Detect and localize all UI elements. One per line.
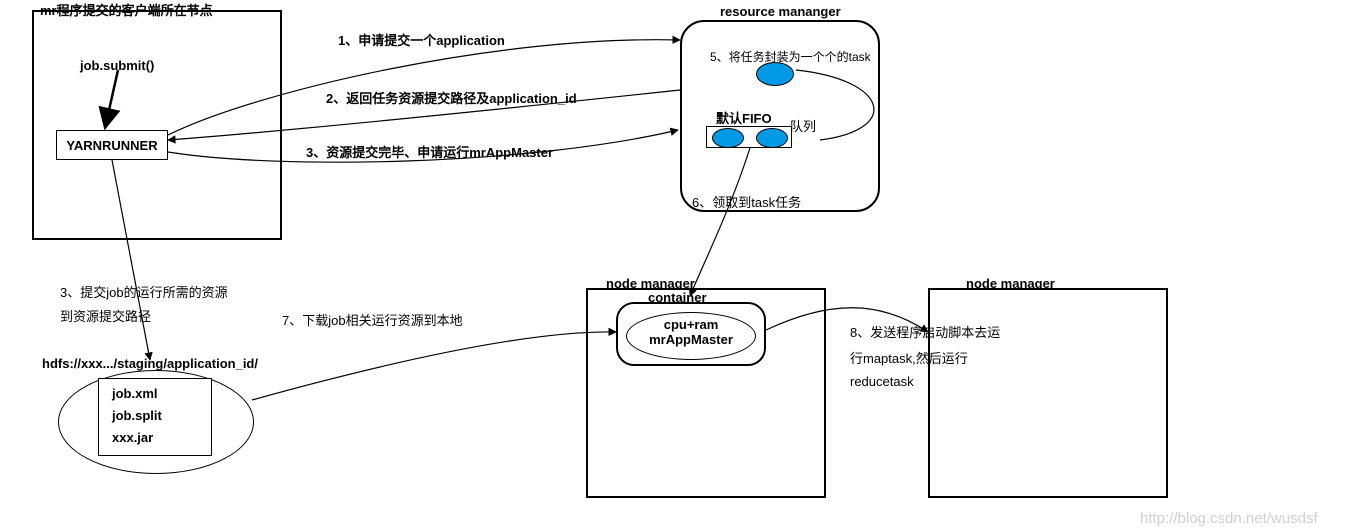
step3a-label: 3、资源提交完毕、申请运行mrAppMaster — [306, 142, 553, 161]
fifo-label: 默认FIFO — [716, 108, 772, 127]
queue-label: 队列 — [790, 116, 816, 135]
step5-label: 5、将任务封装为一个个的task — [710, 48, 871, 65]
step7-label: 7、下载job相关运行资源到本地 — [282, 310, 463, 329]
yarnrunner-label: YARNRUNNER — [66, 138, 157, 153]
client-node-box — [32, 10, 282, 240]
file-xxxjar: xxx.jar — [112, 430, 153, 445]
step3b1-label: 3、提交job的运行所需的资源 — [60, 282, 228, 301]
fifo-oval-right-icon — [756, 128, 788, 148]
job-submit-label: job.submit() — [80, 58, 154, 73]
file-jobsplit: job.split — [112, 408, 162, 423]
node-manager-2-box — [928, 288, 1168, 498]
step8c-label: reducetask — [850, 374, 914, 389]
arrow-a6-hdfs-to-container — [252, 332, 616, 400]
hdfs-path-label: hdfs://xxx.../staging/application_id/ — [42, 356, 258, 371]
rm-title: resource mananger — [720, 4, 841, 19]
step8a-label: 8、发送程序启动脚本去运 — [850, 322, 1000, 341]
step1-label: 1、申请提交一个application — [338, 30, 505, 49]
step8b-label: 行maptask,然后运行 — [850, 348, 968, 367]
step3b2-label: 到资源提交路径 — [60, 306, 151, 325]
container-mrappmaster: mrAppMaster — [627, 332, 755, 347]
yarnrunner-box: YARNRUNNER — [56, 130, 168, 160]
watermark-text: http://blog.csdn.net/wusdsf — [1140, 510, 1318, 527]
container-cpu-ram: cpu+ram — [627, 317, 755, 332]
file-jobxml: job.xml — [112, 386, 158, 401]
step2-label: 2、返回任务资源提交路径及application_id — [326, 88, 577, 107]
task-oval-icon — [756, 62, 794, 86]
container-inner-oval: cpu+ram mrAppMaster — [626, 312, 756, 360]
client-node-title: mr程序提交的客户端所在节点 — [40, 0, 213, 19]
fifo-oval-left-icon — [712, 128, 744, 148]
step6-label: 6、领取到task任务 — [692, 192, 801, 211]
